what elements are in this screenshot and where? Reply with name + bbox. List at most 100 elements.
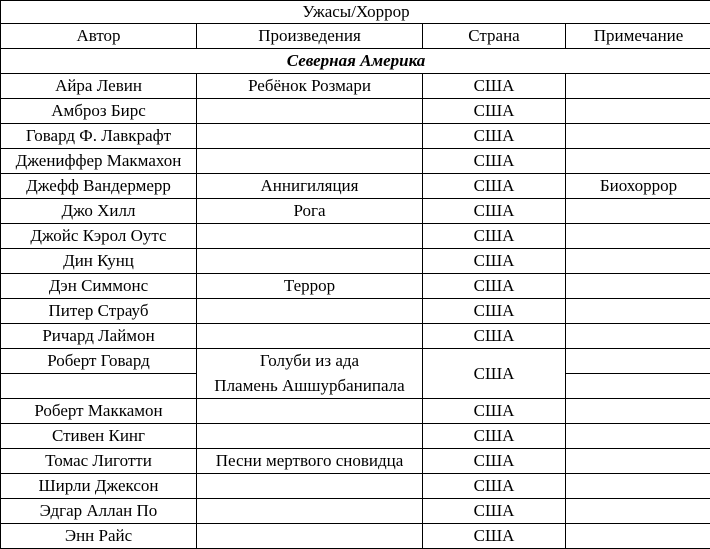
country-cell: США [423, 249, 566, 274]
country-cell: США [423, 424, 566, 449]
note-cell [566, 524, 710, 549]
table-row: Роберт Маккамон США [1, 399, 710, 424]
work-cell: Пламень Ашшурбанипала [197, 374, 423, 399]
work-cell: Ребёнок Розмари [197, 74, 423, 99]
author-cell: Томас Лиготти [1, 449, 197, 474]
note-cell [566, 324, 710, 349]
note-cell [566, 224, 710, 249]
note-cell [566, 124, 710, 149]
work-cell [197, 399, 423, 424]
note-cell [566, 74, 710, 99]
work-cell [197, 499, 423, 524]
author-cell: Айра Левин [1, 74, 197, 99]
country-cell: США [423, 449, 566, 474]
note-cell: Биохоррор [566, 174, 710, 199]
table-title: Ужасы/Хоррор [1, 1, 710, 24]
table-row: Ричард Лаймон США [1, 324, 710, 349]
title-row: Ужасы/Хоррор [1, 1, 710, 24]
author-cell: Питер Страуб [1, 299, 197, 324]
author-cell: Эдгар Аллан По [1, 499, 197, 524]
author-cell: Стивен Кинг [1, 424, 197, 449]
work-cell [197, 324, 423, 349]
work-cell: Голуби из ада [197, 349, 423, 374]
author-cell: Джениффер Макмахон [1, 149, 197, 174]
country-cell: США [423, 524, 566, 549]
table-row: Стивен Кинг США [1, 424, 710, 449]
author-cell: Джойс Кэрол Оутс [1, 224, 197, 249]
country-cell: США [423, 324, 566, 349]
country-cell: США [423, 174, 566, 199]
section-row: Северная Америка [1, 49, 710, 74]
note-cell [566, 274, 710, 299]
header-author: Автор [1, 24, 197, 49]
work-cell: Террор [197, 274, 423, 299]
author-cell: Говард Ф. Лавкрафт [1, 124, 197, 149]
note-cell [566, 149, 710, 174]
author-cell: Роберт Говард [1, 349, 197, 374]
note-cell [566, 299, 710, 324]
work-cell [197, 149, 423, 174]
country-cell: США [423, 74, 566, 99]
author-cell: Ричард Лаймон [1, 324, 197, 349]
table-row: Эдгар Аллан По США [1, 499, 710, 524]
author-cell: Ширли Джексон [1, 474, 197, 499]
country-cell: США [423, 99, 566, 124]
table-row: Ширли Джексон США [1, 474, 710, 499]
country-cell: США [423, 499, 566, 524]
header-row: Автор Произведения Страна Примечание [1, 24, 710, 49]
table-row: Дин Кунц США [1, 249, 710, 274]
country-cell: США [423, 349, 566, 399]
author-cell: Энн Райс [1, 524, 197, 549]
note-cell [566, 499, 710, 524]
author-cell: Джефф Вандермерр [1, 174, 197, 199]
work-cell [197, 124, 423, 149]
work-cell [197, 299, 423, 324]
country-cell: США [423, 299, 566, 324]
table-row: Джениффер Макмахон США [1, 149, 710, 174]
country-cell: США [423, 224, 566, 249]
section-title: Северная Америка [1, 49, 710, 74]
author-cell: Роберт Маккамон [1, 399, 197, 424]
table-row: Пламень Ашшурбанипала [1, 374, 710, 399]
note-cell [566, 374, 710, 399]
work-cell [197, 224, 423, 249]
work-cell: Аннигиляция [197, 174, 423, 199]
country-cell: США [423, 149, 566, 174]
work-cell [197, 99, 423, 124]
work-cell [197, 524, 423, 549]
table-row: Питер Страуб США [1, 299, 710, 324]
table-row: Джойс Кэрол Оутс США [1, 224, 710, 249]
table-row: Энн Райс США [1, 524, 710, 549]
work-cell: Песни мертвого сновидца [197, 449, 423, 474]
work-cell [197, 424, 423, 449]
country-cell: США [423, 124, 566, 149]
table-row: Говард Ф. Лавкрафт США [1, 124, 710, 149]
note-cell [566, 199, 710, 224]
note-cell [566, 399, 710, 424]
table-row: Амброз Бирс США [1, 99, 710, 124]
country-cell: США [423, 274, 566, 299]
country-cell: США [423, 199, 566, 224]
note-cell [566, 474, 710, 499]
country-cell: США [423, 474, 566, 499]
work-cell [197, 249, 423, 274]
country-cell: США [423, 399, 566, 424]
author-cell: Дин Кунц [1, 249, 197, 274]
note-cell [566, 449, 710, 474]
author-cell: Амброз Бирс [1, 99, 197, 124]
note-cell [566, 424, 710, 449]
note-cell [566, 249, 710, 274]
author-cell: Дэн Симмонс [1, 274, 197, 299]
author-cell: Джо Хилл [1, 199, 197, 224]
work-cell: Рога [197, 199, 423, 224]
header-note: Примечание [566, 24, 710, 49]
work-cell [197, 474, 423, 499]
header-country: Страна [423, 24, 566, 49]
author-cell [1, 374, 197, 399]
